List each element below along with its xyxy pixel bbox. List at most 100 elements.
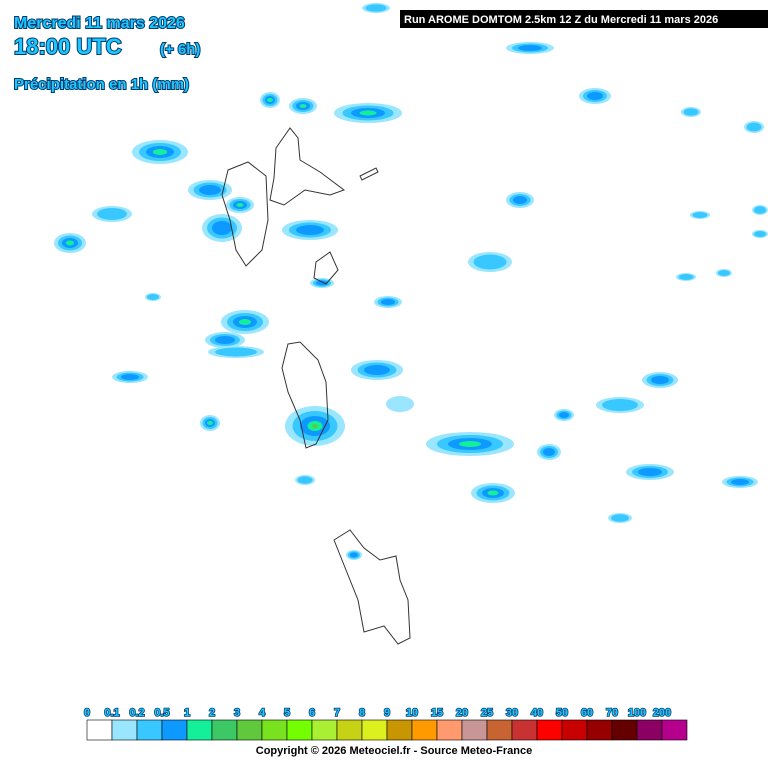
- rain-cell: [147, 294, 159, 300]
- legend-label: 5: [284, 707, 290, 719]
- legend-swatch: [611, 719, 638, 741]
- legend-label: 30: [506, 707, 518, 719]
- rain-cell: [754, 231, 766, 237]
- legend-swatch: [461, 719, 488, 741]
- legend-swatch: [261, 719, 288, 741]
- legend-swatch: [436, 719, 463, 741]
- legend-label: 3: [234, 707, 240, 719]
- guadeloupe-basse-terre: [221, 161, 269, 267]
- legend-label: 1: [184, 707, 190, 719]
- rain-cell: [518, 45, 542, 51]
- legend-swatch: [186, 719, 213, 741]
- rain-cell: [731, 479, 749, 485]
- rain-cell: [718, 270, 730, 276]
- legend-swatch: [136, 719, 163, 741]
- legend-label: 0.1: [104, 707, 119, 719]
- rain-cell: [153, 149, 167, 155]
- legend-label: 60: [581, 707, 593, 719]
- legend-swatch: [311, 719, 338, 741]
- legend-label: 40: [531, 707, 543, 719]
- marie-galante: [313, 251, 339, 285]
- legend-swatch: [561, 719, 588, 741]
- rain-cell: [121, 374, 139, 380]
- rain-cell: [359, 110, 377, 116]
- legend-swatch: [161, 719, 188, 741]
- rain-cell: [513, 196, 527, 204]
- precipitation-field: [54, 3, 768, 560]
- legend-label: 7: [334, 707, 340, 719]
- rain-cell: [207, 421, 213, 425]
- legend: 0 0.1 0.2 0.5 1 2 3 4 5 6 7 8 9 10 15 20 25 30 40 50 60 70 100…: [83, 706, 688, 741]
- rain-cell: [692, 212, 708, 218]
- dominica: [281, 341, 329, 449]
- legend-label: 4: [259, 707, 266, 719]
- rain-cell: [678, 274, 694, 280]
- legend-swatch: [536, 719, 563, 741]
- parameter: Précipitation en 1h (mm): [14, 76, 189, 93]
- rain-cell: [350, 552, 358, 558]
- rain-cell: [386, 396, 414, 412]
- legend-swatch: [361, 719, 388, 741]
- legend-swatch: [111, 719, 138, 741]
- rain-cell: [312, 424, 318, 428]
- legend-label: 8: [359, 707, 365, 719]
- la-desirade: [359, 167, 379, 181]
- rain-cell: [66, 240, 74, 246]
- legend-swatch: [661, 719, 688, 741]
- legend-label: 50: [556, 707, 568, 719]
- rain-cell: [602, 399, 638, 411]
- rain-cell: [754, 206, 766, 214]
- rain-cell: [299, 104, 307, 108]
- rain-cell: [267, 98, 273, 102]
- legend-swatch: [511, 719, 538, 741]
- rain-cell: [611, 514, 629, 522]
- rain-cell: [364, 365, 390, 375]
- rain-cell: [543, 448, 555, 456]
- rain-cell: [746, 122, 762, 132]
- rain-cell: [559, 412, 569, 418]
- legend-label: 25: [481, 707, 493, 719]
- islands: [221, 127, 411, 645]
- legend-swatch: [236, 719, 263, 741]
- date: Mercredi 11 mars 2026: [14, 15, 185, 32]
- legend-label: 2: [209, 707, 215, 719]
- rain-cell: [316, 280, 328, 286]
- legend-swatch: [586, 719, 613, 741]
- legend-label: 100: [628, 707, 646, 719]
- legend-label: 10: [406, 707, 418, 719]
- legend-label: 6: [309, 707, 315, 719]
- rain-cell: [215, 336, 235, 344]
- legend-label: 20: [456, 707, 468, 719]
- legend-swatch: [386, 719, 413, 741]
- rain-cell: [473, 254, 507, 270]
- rain-cell: [215, 347, 257, 357]
- time: 18:00 UTC: [14, 34, 122, 59]
- legend-swatch: [86, 719, 113, 741]
- rain-cell: [487, 490, 499, 496]
- rain-cell: [683, 108, 699, 116]
- legend-label: 9: [384, 707, 390, 719]
- rain-cell: [381, 299, 395, 305]
- lead-time: (+ 6h): [160, 41, 200, 58]
- rain-cell: [212, 221, 232, 235]
- legend-swatch: [411, 719, 438, 741]
- legend-swatch: [211, 719, 238, 741]
- legend-label: 15: [431, 707, 443, 719]
- rain-cell: [365, 4, 387, 12]
- legend-label: 0.5: [154, 707, 169, 719]
- rain-cell: [587, 92, 603, 100]
- legend-label: 70: [606, 707, 618, 719]
- legend-swatch: [636, 719, 663, 741]
- martinique: [333, 529, 411, 645]
- guadeloupe-grande-terre: [269, 127, 346, 206]
- rain-cell: [638, 468, 662, 476]
- rain-cell: [459, 441, 481, 447]
- legend-label: 0: [84, 707, 90, 719]
- rain-cell: [239, 319, 251, 325]
- rain-cell: [97, 208, 127, 220]
- rain-cell: [651, 376, 669, 384]
- rain-cell: [297, 476, 313, 484]
- legend-swatch: [486, 719, 513, 741]
